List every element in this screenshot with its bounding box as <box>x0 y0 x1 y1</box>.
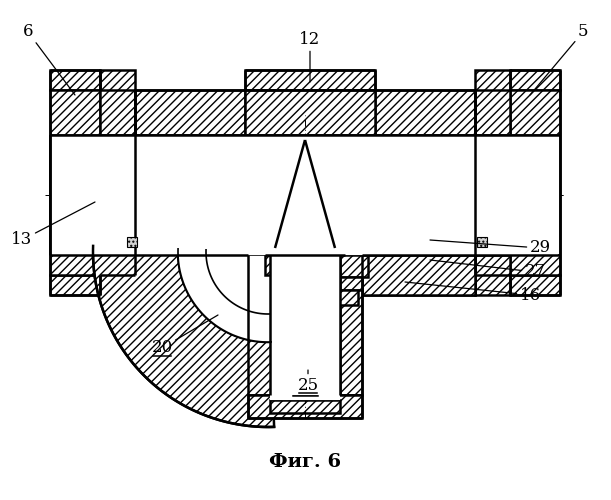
Polygon shape <box>510 70 560 90</box>
Polygon shape <box>178 249 271 342</box>
Polygon shape <box>135 135 475 255</box>
Polygon shape <box>362 255 475 295</box>
Polygon shape <box>340 255 368 277</box>
Polygon shape <box>125 238 140 250</box>
Polygon shape <box>245 90 375 135</box>
Polygon shape <box>475 135 558 255</box>
Polygon shape <box>475 255 510 295</box>
Polygon shape <box>510 90 560 275</box>
Polygon shape <box>50 275 100 295</box>
Bar <box>477 237 487 247</box>
Polygon shape <box>275 140 335 248</box>
Polygon shape <box>480 238 495 250</box>
Polygon shape <box>275 248 335 255</box>
Polygon shape <box>50 135 560 255</box>
Polygon shape <box>270 255 340 400</box>
Text: 29: 29 <box>430 240 551 256</box>
Polygon shape <box>340 277 362 290</box>
Text: 25: 25 <box>298 370 318 394</box>
Bar <box>127 237 137 247</box>
Polygon shape <box>335 290 358 305</box>
Polygon shape <box>100 255 135 295</box>
Text: 6: 6 <box>23 24 75 95</box>
Text: 27: 27 <box>430 260 546 280</box>
Polygon shape <box>475 70 510 135</box>
Polygon shape <box>135 90 245 135</box>
Polygon shape <box>293 248 317 395</box>
Text: 5: 5 <box>530 24 588 95</box>
Text: Фиг. 6: Фиг. 6 <box>269 453 341 471</box>
Polygon shape <box>298 248 312 390</box>
Polygon shape <box>270 400 340 413</box>
Polygon shape <box>510 275 560 295</box>
Polygon shape <box>270 255 340 395</box>
Polygon shape <box>375 90 475 135</box>
Polygon shape <box>93 246 274 427</box>
Polygon shape <box>52 135 135 255</box>
Polygon shape <box>245 70 375 90</box>
Text: 16: 16 <box>405 282 541 304</box>
Polygon shape <box>362 255 475 295</box>
Text: 13: 13 <box>12 202 95 248</box>
Polygon shape <box>265 255 345 275</box>
Text: 12: 12 <box>299 32 321 82</box>
Polygon shape <box>50 70 100 90</box>
Polygon shape <box>340 255 362 395</box>
Text: 20: 20 <box>152 315 218 356</box>
Polygon shape <box>100 70 135 135</box>
Polygon shape <box>248 395 362 418</box>
Polygon shape <box>50 90 100 275</box>
